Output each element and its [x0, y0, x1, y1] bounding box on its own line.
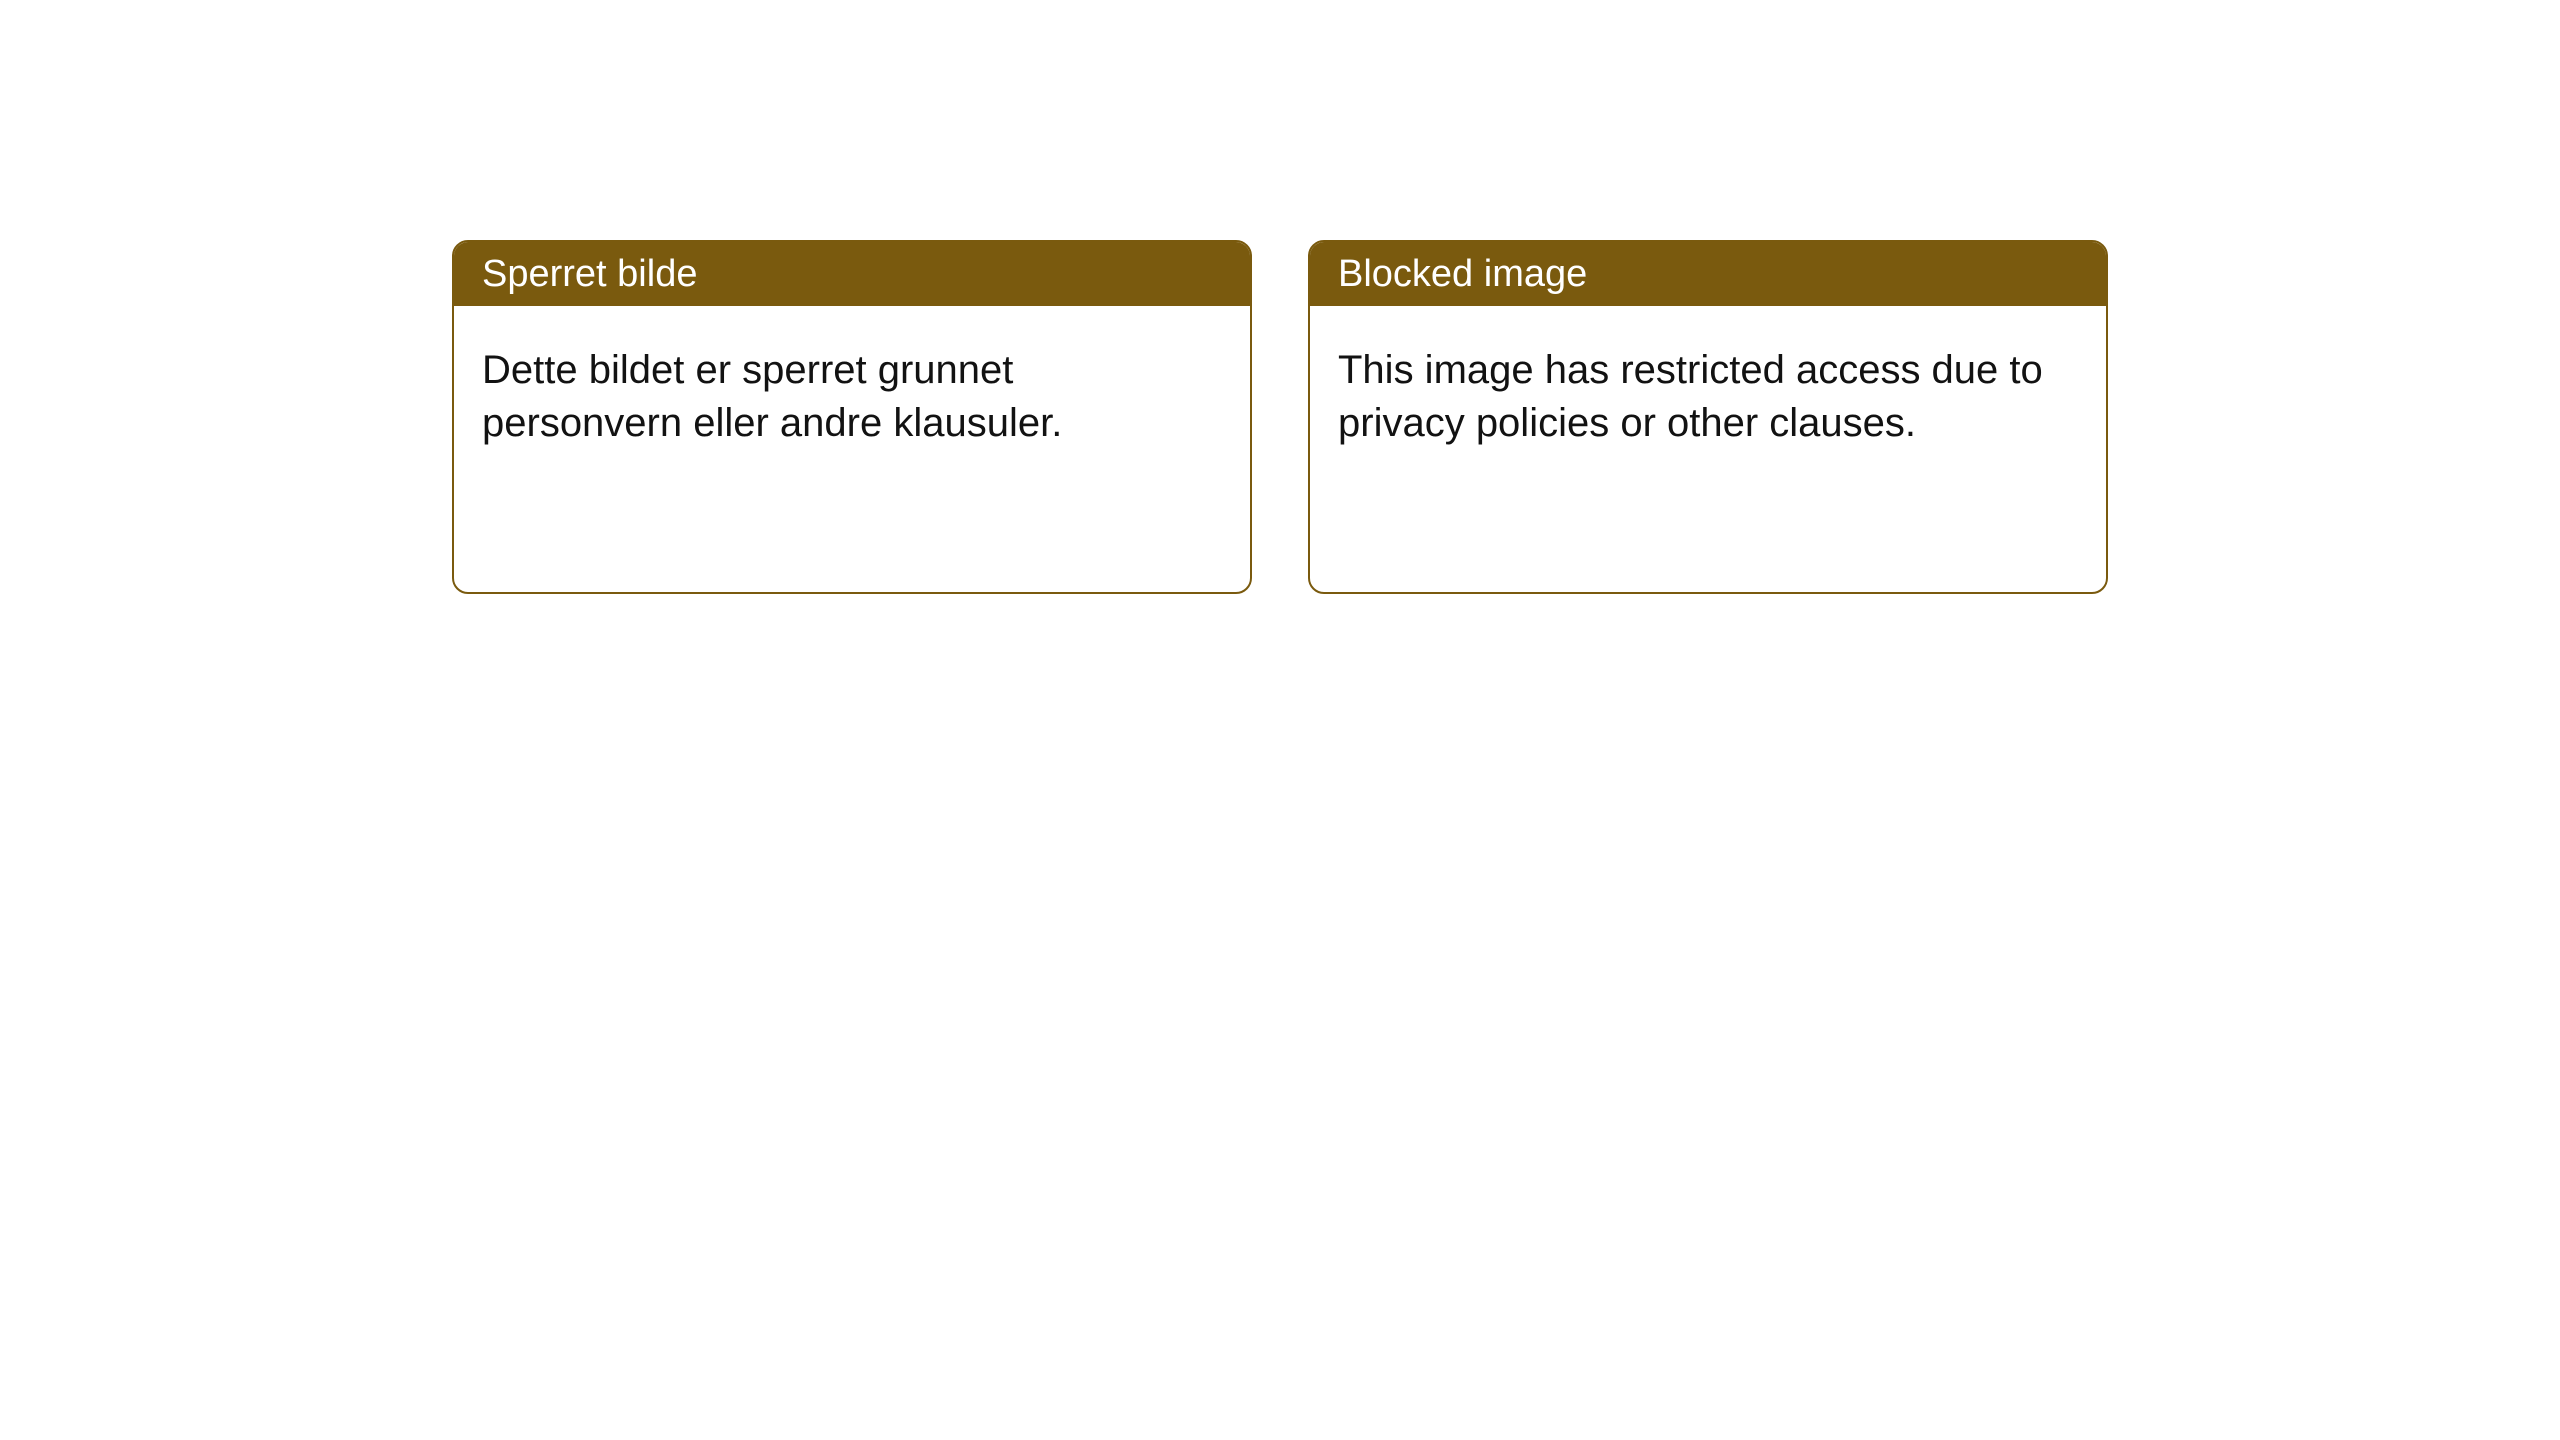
notice-container: Sperret bilde Dette bildet er sperret gr…: [452, 240, 2108, 594]
notice-card-no: Sperret bilde Dette bildet er sperret gr…: [452, 240, 1252, 594]
notice-card-en: Blocked image This image has restricted …: [1308, 240, 2108, 594]
notice-card-message-en: This image has restricted access due to …: [1310, 306, 2106, 592]
notice-card-message-no: Dette bildet er sperret grunnet personve…: [454, 306, 1250, 592]
notice-card-title-en: Blocked image: [1310, 242, 2106, 306]
notice-card-title-no: Sperret bilde: [454, 242, 1250, 306]
